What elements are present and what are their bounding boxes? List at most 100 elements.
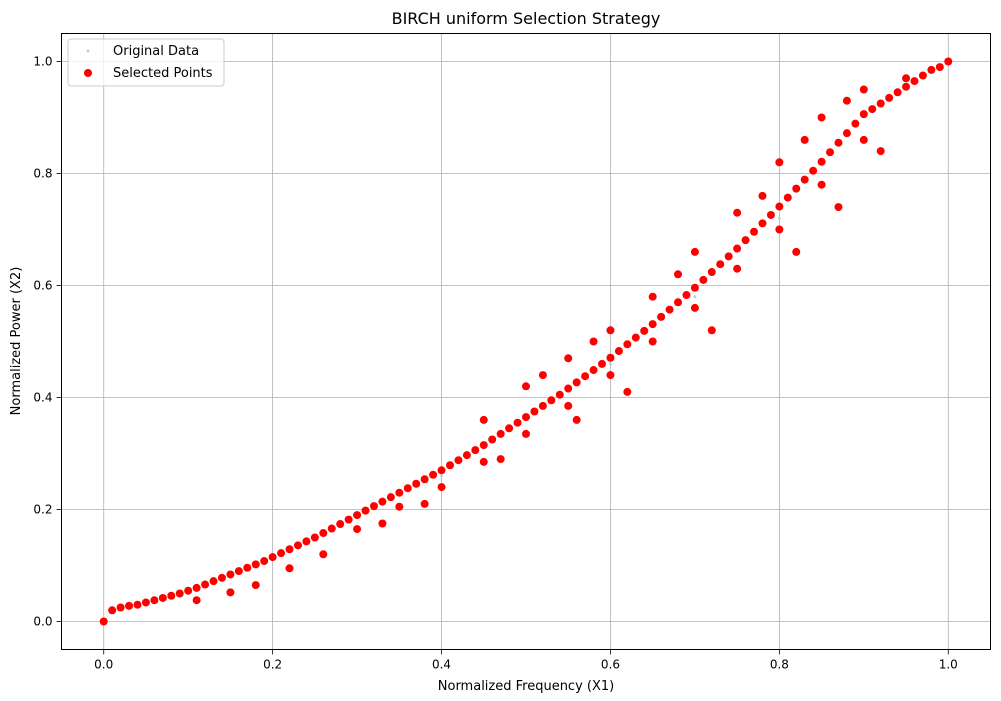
selected-point — [783, 193, 792, 202]
selected-point — [479, 457, 488, 466]
selected-point — [522, 429, 530, 438]
selected-point — [902, 74, 911, 83]
selected-point — [361, 506, 370, 515]
x-tick-label: 0.6 — [601, 658, 620, 672]
selected-point — [437, 483, 446, 492]
selected-point — [344, 515, 353, 524]
selected-point — [378, 519, 387, 528]
selected-point — [716, 260, 725, 269]
x-axis-label: Normalized Frequency (X1) — [438, 679, 614, 694]
selected-point — [876, 99, 885, 108]
selected-point — [690, 247, 699, 256]
selected-point — [918, 71, 927, 80]
original-data-point — [608, 362, 612, 366]
selected-point — [327, 524, 336, 533]
selected-point — [522, 382, 530, 391]
selected-point — [766, 210, 775, 219]
selected-point — [733, 244, 742, 253]
x-tick-label: 1.0 — [939, 658, 958, 672]
selected-point — [285, 545, 294, 554]
selected-point — [285, 564, 294, 573]
selected-point — [251, 581, 260, 590]
selected-point — [302, 537, 311, 546]
selected-point — [353, 511, 362, 520]
selected-point — [893, 88, 902, 97]
selected-point — [733, 208, 742, 217]
x-tick-label: 0.8 — [770, 658, 789, 672]
selected-point — [479, 415, 488, 424]
selected-point — [217, 573, 226, 582]
selected-point — [429, 470, 438, 479]
selected-point — [690, 303, 699, 312]
original-data-point — [440, 474, 444, 478]
selected-point — [192, 583, 201, 592]
legend-marker-original-data — [86, 49, 90, 53]
selected-point — [243, 563, 252, 572]
selected-point — [927, 65, 936, 74]
selected-point — [462, 451, 471, 460]
selected-point — [859, 85, 868, 94]
selected-point — [572, 415, 581, 424]
selected-point — [674, 298, 683, 307]
y-tick-label: 0.2 — [33, 503, 52, 517]
selected-point — [479, 441, 488, 450]
selected-point — [699, 275, 708, 284]
selected-point — [876, 147, 885, 156]
selected-point — [555, 390, 564, 399]
selected-point — [758, 191, 767, 200]
selected-point — [488, 435, 497, 444]
selected-point — [606, 371, 615, 380]
selected-point — [589, 366, 598, 375]
selected-point — [902, 82, 911, 91]
x-tick-label: 0.2 — [263, 658, 282, 672]
selected-point — [201, 580, 210, 589]
selected-point — [640, 326, 649, 335]
selected-point — [454, 456, 463, 465]
legend-box — [67, 38, 225, 87]
selected-point — [631, 333, 640, 342]
selected-point — [792, 247, 801, 256]
selected-point — [564, 401, 573, 410]
x-tick-label: 0.4 — [432, 658, 451, 672]
selected-point — [336, 520, 345, 529]
selected-point — [674, 270, 683, 279]
original-data-point — [693, 295, 697, 299]
selected-point — [395, 502, 404, 511]
selected-point — [775, 158, 784, 167]
selected-point — [260, 557, 269, 566]
selected-point — [125, 601, 134, 610]
y-tick-label: 0.4 — [33, 391, 52, 405]
selected-point — [623, 387, 632, 396]
selected-point — [108, 606, 117, 615]
selected-point — [192, 596, 201, 605]
y-tick-label: 1.0 — [33, 55, 52, 69]
selected-point — [116, 603, 125, 612]
selected-point — [910, 77, 919, 86]
x-tick-label: 0.0 — [94, 658, 113, 672]
selected-point — [851, 119, 860, 128]
selected-point — [944, 57, 953, 66]
selected-point — [538, 371, 547, 380]
legend-marker-selected-points — [84, 69, 92, 77]
selected-point — [496, 429, 505, 438]
selected-point — [226, 570, 235, 579]
selected-point — [792, 184, 801, 193]
selected-point — [707, 268, 716, 277]
selected-point — [378, 497, 387, 506]
selected-point — [648, 337, 657, 346]
selected-point — [648, 292, 657, 301]
selected-point — [885, 93, 894, 102]
selected-point — [707, 326, 716, 335]
selected-point — [412, 479, 421, 488]
y-tick-label: 0.6 — [33, 279, 52, 293]
selected-point — [809, 166, 818, 175]
selected-point — [868, 105, 877, 114]
y-axis-label: Normalized Power (X2) — [9, 267, 24, 416]
selected-point — [175, 589, 184, 598]
selected-point — [614, 347, 623, 356]
selected-point — [758, 219, 767, 228]
selected-point — [775, 225, 784, 234]
selected-point — [369, 502, 378, 511]
selected-point — [648, 320, 657, 329]
